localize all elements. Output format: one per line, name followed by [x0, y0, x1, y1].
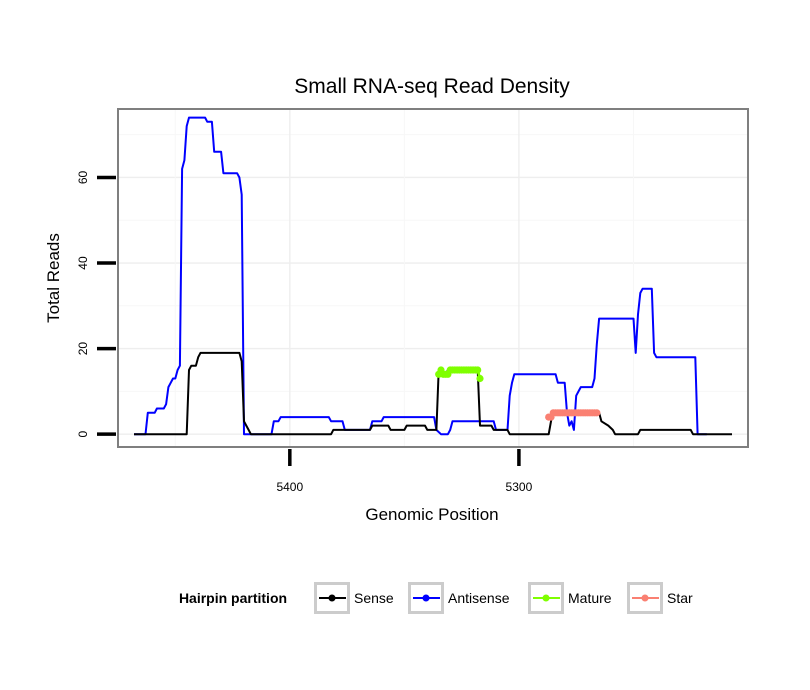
legend-title: Hairpin partition	[179, 590, 287, 606]
x-axis-label: Genomic Position	[365, 505, 498, 524]
y-tick-label: 20	[76, 342, 90, 356]
series-lines	[134, 116, 732, 436]
legend-label-mature: Mature	[568, 590, 612, 606]
legend-key-point-sense	[328, 594, 336, 602]
data-point-star	[593, 409, 601, 417]
y-tick-label: 60	[76, 170, 90, 184]
x-axis: 5400 5300	[276, 449, 533, 494]
y-axis-label: Total Reads	[44, 233, 63, 323]
series-line-antisense	[134, 116, 707, 436]
y-axis: 0 20 40 60	[76, 170, 116, 438]
series-points	[435, 366, 601, 421]
grid-lines	[118, 109, 748, 447]
legend-label-sense: Sense	[354, 590, 394, 606]
y-tick-label: 0	[76, 431, 90, 438]
legend-key-point-star	[641, 594, 649, 602]
legend-label-antisense: Antisense	[448, 590, 510, 606]
series-line-sense	[134, 351, 732, 436]
data-point-mature	[476, 374, 484, 383]
legend-key-point-antisense	[422, 594, 430, 602]
y-tick-label: 40	[76, 256, 90, 270]
chart-title: Small RNA-seq Read Density	[294, 75, 570, 98]
x-tick-label: 5400	[276, 480, 303, 494]
plot-panel-border	[117, 108, 749, 448]
legend-label-star: Star	[667, 590, 693, 606]
legend-key-point-mature	[542, 594, 550, 602]
x-tick-label: 5300	[506, 480, 533, 494]
data-point-mature	[474, 366, 482, 374]
legend: Hairpin partition Sense Antisense Mature St…	[179, 582, 693, 614]
